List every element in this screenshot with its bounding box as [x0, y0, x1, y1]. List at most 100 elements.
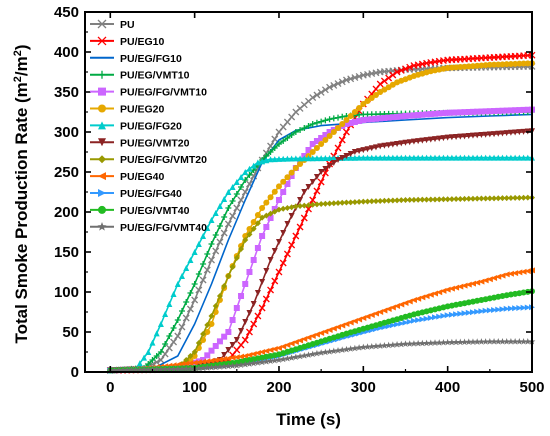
- marker-triangle-down: [482, 131, 489, 138]
- marker-triangle-right: [474, 308, 481, 315]
- marker-triangle-up: [309, 155, 316, 162]
- marker-star: [406, 340, 414, 347]
- marker-triangle-left: [250, 351, 257, 357]
- marker-triangle-down: [419, 137, 426, 144]
- marker-triangle-left: [242, 353, 249, 359]
- marker-triangle-up: [330, 154, 337, 161]
- marker-square: [402, 113, 409, 119]
- marker-diamond: [263, 212, 270, 219]
- marker-diamond: [326, 200, 333, 207]
- marker-triangle-down: [516, 129, 523, 136]
- marker-triangle-down: [259, 279, 266, 285]
- marker-triangle-right: [394, 321, 401, 328]
- marker-diamond: [503, 195, 510, 202]
- marker-x: [186, 305, 194, 313]
- marker-circle: [280, 178, 287, 185]
- marker-triangle-down: [284, 221, 291, 227]
- marker-star: [127, 366, 135, 373]
- marker-x: [326, 83, 334, 91]
- marker-triangle-down: [98, 138, 106, 147]
- marker-triangle-right: [436, 313, 443, 320]
- series-pu-eg40: [107, 267, 535, 374]
- marker-triangle-up: [216, 203, 223, 209]
- marker-diamond: [208, 313, 215, 319]
- marker-triangle-up: [166, 301, 173, 307]
- marker-triangle-right: [478, 308, 485, 315]
- marker-square: [381, 115, 388, 121]
- legend-label: PU/EG/VMT40: [120, 205, 190, 217]
- marker-triangle-down: [318, 169, 325, 175]
- marker-circle: [98, 205, 106, 214]
- marker-x: [300, 214, 308, 222]
- marker-triangle-right: [503, 305, 510, 312]
- marker-x: [271, 277, 279, 285]
- marker-square: [212, 343, 219, 349]
- marker-triangle-up: [187, 257, 194, 263]
- marker-plus: [233, 191, 240, 197]
- marker-triangle-left: [195, 359, 202, 366]
- marker-diamond: [381, 197, 388, 204]
- marker-circle: [313, 145, 320, 151]
- legend-entry: PU/EG/FG40: [90, 188, 182, 200]
- marker-square: [280, 189, 287, 195]
- marker-square: [436, 110, 443, 117]
- marker-diamond: [423, 196, 430, 203]
- marker-triangle-down: [229, 342, 236, 348]
- marker-square: [98, 87, 106, 96]
- marker-diamond: [432, 196, 439, 203]
- marker-x: [342, 128, 350, 136]
- marker-diamond: [474, 195, 481, 202]
- marker-plus: [326, 116, 333, 123]
- marker-circle: [343, 117, 350, 123]
- marker-triangle-down: [427, 136, 434, 143]
- marker-diamond: [280, 205, 287, 212]
- marker-triangle-right: [457, 310, 464, 317]
- marker-star: [477, 338, 485, 345]
- marker-plus: [335, 114, 342, 121]
- marker-circle: [297, 161, 304, 167]
- marker-star: [418, 339, 426, 347]
- marker-triangle-down: [474, 132, 481, 139]
- marker-square: [398, 113, 405, 120]
- marker-star: [385, 341, 393, 349]
- legend-entry: PU/EG/VMT40: [90, 205, 190, 217]
- marker-triangle-left: [191, 359, 198, 366]
- y-tick-label: 250: [54, 164, 79, 181]
- legend-label: PU/EG/FG/VMT20: [120, 154, 207, 166]
- marker-triangle-right: [499, 306, 506, 313]
- marker-triangle-down: [461, 133, 468, 140]
- marker-triangle-down: [221, 352, 228, 358]
- marker-star: [440, 338, 447, 346]
- marker-triangle-down: [301, 189, 308, 195]
- marker-triangle-up: [238, 174, 245, 180]
- marker-triangle-up: [212, 210, 219, 216]
- marker-star: [410, 340, 418, 347]
- marker-x: [246, 328, 253, 336]
- marker-star: [338, 346, 346, 353]
- legend-entry: PU/EG40: [90, 171, 165, 183]
- marker-triangle-left: [187, 360, 194, 367]
- marker-triangle-left: [491, 275, 498, 281]
- marker-triangle-down: [499, 130, 506, 137]
- marker-triangle-up: [491, 154, 498, 161]
- marker-star: [241, 360, 249, 368]
- marker-circle: [263, 199, 270, 206]
- marker-square: [233, 305, 240, 311]
- marker-diamond: [499, 195, 506, 202]
- marker-triangle-up: [436, 154, 443, 161]
- marker-square: [254, 245, 261, 251]
- marker-diamond: [351, 199, 358, 206]
- marker-diamond: [415, 196, 422, 203]
- marker-square: [275, 197, 282, 203]
- marker-star: [258, 358, 266, 366]
- marker-triangle-left: [461, 282, 468, 289]
- marker-plus: [284, 135, 291, 141]
- marker-triangle-down: [263, 268, 270, 274]
- marker-star: [233, 362, 241, 369]
- marker-triangle-up: [495, 154, 502, 161]
- marker-diamond: [335, 200, 342, 207]
- marker-triangle-up: [372, 154, 379, 161]
- marker-square: [461, 109, 468, 116]
- marker-star: [515, 338, 523, 345]
- marker-star: [224, 362, 232, 370]
